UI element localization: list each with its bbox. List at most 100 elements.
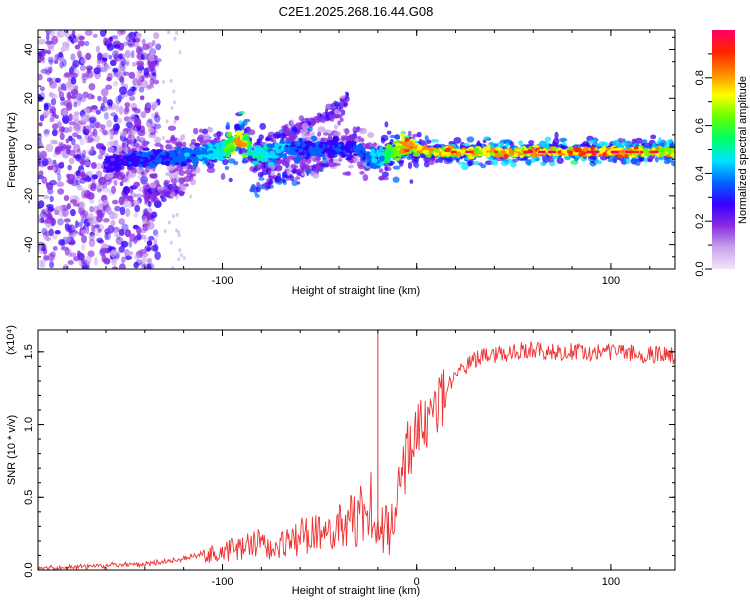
trace-peak-cell: [567, 150, 573, 154]
trace-halo-cell: [438, 156, 444, 164]
noise-cell: [138, 69, 143, 74]
trace-core-cell: [112, 153, 117, 159]
noise-cell: [102, 218, 110, 223]
noise-cell: [91, 183, 97, 190]
noise-cell: [62, 208, 69, 218]
noise-cell: [178, 248, 182, 253]
trace-halo-cell: [389, 160, 394, 166]
noise-cell: [45, 69, 52, 76]
noise-cell: [57, 86, 62, 93]
trace-core-cell: [294, 140, 302, 146]
trace-halo-cell: [317, 131, 322, 137]
trace-peak-cell: [591, 150, 600, 154]
noise-cell: [89, 235, 95, 242]
noise-cell: [81, 244, 86, 251]
noise-cell: [38, 122, 43, 127]
trace-halo-cell: [196, 136, 201, 142]
trace-core-cell: [379, 155, 385, 162]
noise-cell: [100, 247, 108, 254]
trace-core-cell: [296, 145, 303, 149]
noise-cell: [79, 177, 87, 184]
noise-cell: [72, 132, 79, 138]
noise-cell: [122, 185, 130, 195]
trace-core-cell: [322, 155, 326, 160]
noise-cell: [60, 83, 67, 91]
noise-cell: [151, 39, 156, 46]
trace-halo-cell: [226, 121, 230, 128]
trace-halo-cell: [334, 124, 338, 130]
noise-cell: [111, 212, 119, 220]
noise-cell: [92, 33, 98, 39]
noise-cell: [54, 54, 60, 61]
trace-peak-cell: [610, 150, 619, 154]
noise-cell: [110, 249, 117, 258]
noise-cell: [59, 60, 64, 69]
noise-cell: [136, 233, 142, 241]
trace-core-cell: [353, 153, 359, 157]
noise-cell: [49, 117, 55, 123]
trace-core-cell: [417, 144, 422, 151]
noise-cell: [49, 81, 58, 89]
trace-halo-cell: [191, 138, 196, 145]
noise-cell: [111, 35, 119, 40]
noise-cell: [49, 105, 56, 114]
trace-peak-cell: [640, 150, 644, 154]
noise-cell: [70, 232, 77, 237]
trace-halo-cell: [666, 139, 670, 147]
noise-cell: [140, 111, 147, 119]
trace-core-cell: [208, 150, 214, 154]
trace-halo-cell: [340, 135, 346, 142]
trace-core-cell: [225, 152, 231, 156]
trace-halo-cell: [242, 157, 247, 164]
noise-cell: [135, 70, 144, 76]
secondary-trace-cell: [150, 188, 155, 193]
trace-halo-cell: [121, 142, 126, 148]
noise-cell: [102, 187, 111, 193]
trace-halo-cell: [505, 142, 510, 147]
trace-core-cell: [290, 141, 295, 147]
noise-cell: [111, 266, 119, 269]
noise-cell: [79, 137, 85, 146]
trace-core-cell: [399, 133, 406, 137]
noise-cell: [169, 78, 173, 83]
noise-cell: [146, 221, 155, 230]
snr-ylabel: SNR (10 * v/v): [6, 415, 18, 485]
trace-halo-cell: [594, 160, 603, 165]
trace-core-cell: [358, 153, 364, 158]
heatmap-y-tick-label: -40: [23, 237, 35, 253]
trace-halo-cell: [329, 157, 334, 163]
noise-cell: [67, 91, 72, 101]
secondary-trace-cell: [324, 108, 329, 114]
trace-halo-cell: [544, 136, 552, 142]
noise-cell: [89, 231, 95, 237]
trace-halo-cell: [286, 169, 291, 176]
trace-halo-cell: [300, 165, 308, 172]
trace-halo-cell: [165, 139, 172, 144]
trace-halo-cell: [344, 128, 350, 135]
trace-halo-cell: [286, 155, 294, 160]
noise-cell: [161, 80, 165, 84]
noise-cell: [77, 221, 83, 228]
trace-halo-cell: [631, 158, 639, 163]
noise-cell: [142, 43, 150, 51]
noise-cell: [138, 86, 145, 93]
noise-cell: [93, 256, 98, 266]
trace-halo-cell: [434, 158, 439, 164]
noise-cell: [51, 162, 59, 169]
trace-halo-cell: [600, 141, 609, 147]
trace-core-cell: [334, 147, 340, 152]
noise-cell: [113, 80, 118, 87]
noise-cell: [110, 220, 116, 227]
noise-cell: [124, 50, 131, 59]
trace-halo-cell: [327, 133, 333, 140]
trace-halo-cell: [654, 156, 659, 163]
noise-cell: [169, 240, 173, 245]
secondary-trace-cell: [143, 195, 148, 200]
trace-halo-cell: [165, 144, 173, 150]
trace-halo-cell: [130, 167, 137, 175]
noise-cell: [71, 138, 76, 146]
noise-cell: [102, 106, 108, 111]
noise-cell: [54, 148, 59, 155]
